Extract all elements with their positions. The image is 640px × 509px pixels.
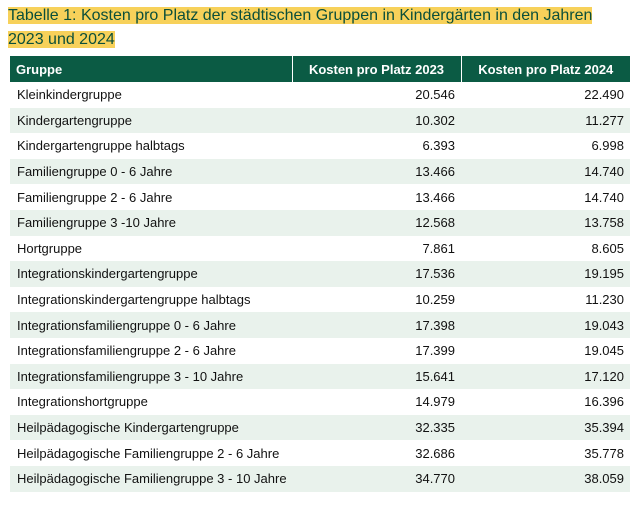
cell-kosten-2024: 38.059 [461,465,630,492]
cell-kosten-2023: 12.568 [292,209,461,236]
table-header: Gruppe Kosten pro Platz 2023 Kosten pro … [10,56,630,82]
cell-kosten-2024: 19.043 [461,312,630,338]
cell-kosten-2023: 34.770 [292,465,461,492]
table-row: Integrationsfamiliengruppe 0 - 6 Jahre 17… [10,312,630,338]
cell-gruppe: Familiengruppe 3 -10 Jahre [10,209,292,236]
cell-kosten-2023: 7.861 [292,235,461,262]
cell-kosten-2023: 14.979 [292,389,461,415]
cell-gruppe: Heilpädagogische Familiengruppe 3 - 10 J… [10,465,292,492]
table-row: Kleinkindergruppe 20.546 22.490 [10,82,630,108]
cell-kosten-2024: 17.120 [461,363,630,390]
table-body: Kleinkindergruppe 20.546 22.490 Kindergarte… [10,82,630,492]
table-row: Integrationshortgruppe 14.979 16.396 [10,389,630,415]
cell-kosten-2023: 10.302 [292,107,461,134]
table-row: Heilpädagogische Familiengruppe 3 - 10 J… [10,465,630,492]
table-row: Familiengruppe 2 - 6 Jahre 13.466 14.740 [10,184,630,210]
column-header-gruppe: Gruppe [10,56,292,82]
cell-kosten-2024: 13.758 [461,209,630,236]
cell-gruppe: Hortgruppe [10,235,292,262]
table-row: Kindergartengruppe 10.302 11.277 [10,107,630,134]
table-row: Heilpädagogische Kindergartengruppe 32.33… [10,414,630,441]
cell-kosten-2023: 15.641 [292,363,461,390]
cell-gruppe: Kindergartengruppe [10,107,292,134]
cell-kosten-2024: 14.740 [461,184,630,210]
cell-kosten-2024: 6.998 [461,133,630,159]
cell-kosten-2023: 32.686 [292,440,461,466]
cell-gruppe: Integrationsfamiliengruppe 2 - 6 Jahre [10,337,292,364]
cell-gruppe: Integrationskindergartengruppe [10,261,292,287]
cell-kosten-2024: 19.045 [461,337,630,364]
table-row: Familiengruppe 3 -10 Jahre 12.568 13.758 [10,209,630,236]
cell-kosten-2023: 10.259 [292,286,461,313]
table-row: Kindergartengruppe halbtags 6.393 6.998 [10,133,630,159]
column-header-kosten-2024: Kosten pro Platz 2024 [460,56,630,82]
cell-kosten-2023: 17.536 [292,261,461,287]
cell-gruppe: Integrationsfamiliengruppe 0 - 6 Jahre [10,312,292,338]
cell-kosten-2023: 17.398 [292,312,461,338]
cell-kosten-2024: 14.740 [461,158,630,185]
cell-kosten-2024: 35.394 [461,414,630,441]
table-row: Hortgruppe 7.861 8.605 [10,235,630,262]
table-row: Integrationsfamiliengruppe 3 - 10 Jahre 1… [10,363,630,390]
cell-gruppe: Integrationsfamiliengruppe 3 - 10 Jahre [10,363,292,390]
table-caption: Tabelle 1: Kosten pro Platz der städtisc… [8,4,632,52]
cell-kosten-2024: 11.277 [461,107,630,134]
cell-gruppe: Kindergartengruppe halbtags [10,133,292,159]
header-row: Gruppe Kosten pro Platz 2023 Kosten pro … [10,56,630,82]
cell-gruppe: Heilpädagogische Kindergartengruppe [10,414,292,441]
cell-kosten-2023: 6.393 [292,133,461,159]
cell-kosten-2024: 11.230 [461,286,630,313]
cell-kosten-2024: 19.195 [461,261,630,287]
table-row: Integrationskindergartengruppe halbtags 1… [10,286,630,313]
cell-kosten-2023: 13.466 [292,184,461,210]
table-row: Familiengruppe 0 - 6 Jahre 13.466 14.740 [10,158,630,185]
cell-kosten-2023: 20.546 [292,82,461,108]
cell-gruppe: Familiengruppe 2 - 6 Jahre [10,184,292,210]
cell-gruppe: Familiengruppe 0 - 6 Jahre [10,158,292,185]
table-row: Heilpädagogische Familiengruppe 2 - 6 Ja… [10,440,630,466]
cell-gruppe: Kleinkindergruppe [10,82,292,108]
cell-kosten-2024: 16.396 [461,389,630,415]
cell-gruppe: Heilpädagogische Familiengruppe 2 - 6 Ja… [10,440,292,466]
cell-kosten-2023: 32.335 [292,414,461,441]
table-caption-text: Tabelle 1: Kosten pro Platz der städtisc… [8,7,593,48]
table-row: Integrationskindergartengruppe 17.536 19.1… [10,261,630,287]
cell-kosten-2023: 13.466 [292,158,461,185]
cell-kosten-2023: 17.399 [292,337,461,364]
cell-kosten-2024: 8.605 [461,235,630,262]
column-header-kosten-2023: Kosten pro Platz 2023 [291,56,461,82]
cell-gruppe: Integrationshortgruppe [10,389,292,415]
cost-table: Gruppe Kosten pro Platz 2023 Kosten pro … [10,56,630,492]
cell-kosten-2024: 35.778 [461,440,630,466]
table-row: Integrationsfamiliengruppe 2 - 6 Jahre 17… [10,337,630,364]
cell-gruppe: Integrationskindergartengruppe halbtags [10,286,292,313]
cell-kosten-2024: 22.490 [461,82,630,108]
